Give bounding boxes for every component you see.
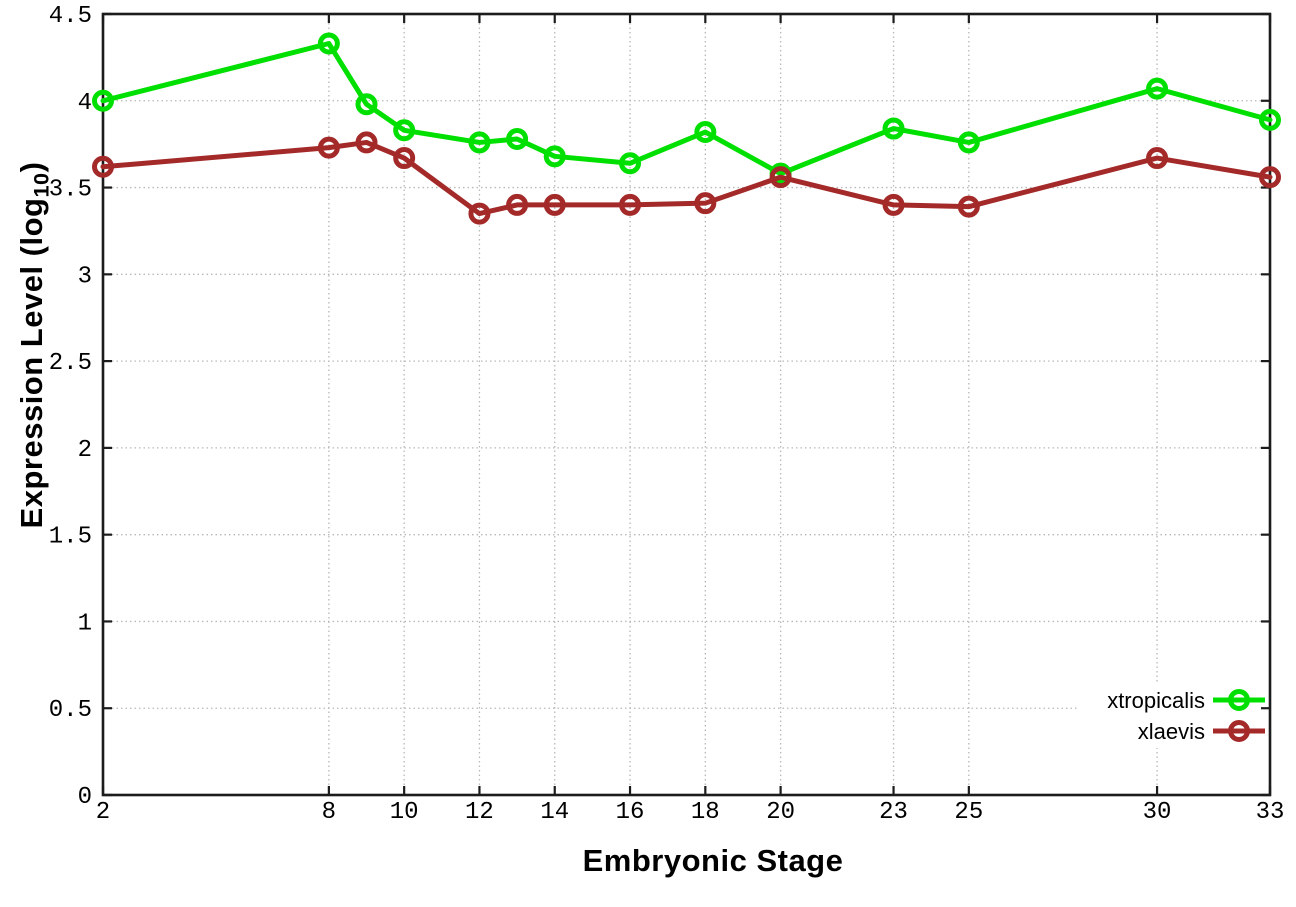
data-point-marker	[543, 193, 566, 216]
y-tick-labels: 0 0.5 1 1.5 2 2.5 3 3.5 4 4.5	[49, 3, 92, 811]
y-tick-label: 3	[78, 263, 92, 290]
data-point-marker	[882, 117, 905, 140]
data-point-marker	[506, 193, 529, 216]
x-tick-label: 23	[879, 799, 908, 826]
data-point-marker	[1259, 166, 1281, 189]
y-axis-title: Expression Level (log10)	[14, 162, 55, 529]
y-tick-label: 4	[78, 90, 92, 117]
x-tick-label: 33	[1256, 799, 1285, 826]
data-point-marker	[468, 202, 491, 225]
data-point-marker	[619, 193, 642, 216]
x-tick-label: 16	[616, 799, 645, 826]
data-point-marker	[92, 155, 114, 178]
y-tick-label: 4.5	[49, 3, 92, 30]
y-axis-title-text: Expression Level (log	[13, 197, 49, 529]
grid-lines	[103, 14, 1270, 795]
y-tick-label: 0.5	[49, 697, 92, 724]
data-point-marker	[355, 131, 378, 154]
x-tick-label: 18	[691, 799, 720, 826]
y-tick-label: 1	[78, 610, 92, 637]
data-point-marker	[694, 121, 717, 144]
x-tick-label: 8	[322, 799, 336, 826]
data-point-marker	[619, 152, 642, 175]
data-point-marker	[1146, 147, 1169, 170]
legend-marker-sample	[1228, 689, 1250, 711]
legend-marker-sample	[1228, 720, 1250, 742]
legend-label: xlaevis	[1138, 719, 1205, 744]
x-tick-labels: 2 8 10 12 14 16 18 20 23 25 30 33	[96, 799, 1285, 826]
x-tick-label: 25	[954, 799, 983, 826]
legend-label: xtropicalis	[1107, 688, 1205, 713]
data-point-marker	[393, 119, 416, 142]
y-tick-label: 0	[78, 784, 92, 811]
data-point-marker	[543, 145, 566, 168]
series-line-xlaevis	[100, 139, 1273, 217]
x-tick-label: 20	[766, 799, 795, 826]
data-point-marker	[1259, 108, 1281, 131]
series-xtropicalis	[92, 32, 1281, 185]
x-tick-label: 10	[390, 799, 419, 826]
x-tick-label: 2	[96, 799, 110, 826]
data-point-marker	[393, 147, 416, 170]
y-tick-label: 3.5	[49, 177, 92, 204]
data-point-marker	[882, 193, 905, 216]
y-tick-label: 2.5	[49, 350, 92, 377]
y-axis-title-close: )	[13, 161, 49, 173]
x-tick-label: 12	[465, 799, 494, 826]
x-tick-label: 30	[1143, 799, 1172, 826]
data-point-marker	[92, 89, 114, 112]
series-xlaevis	[92, 131, 1281, 225]
legend-entry-xlaevis: xlaevis	[1138, 719, 1265, 744]
data-point-marker	[957, 131, 980, 154]
data-point-marker	[468, 131, 491, 154]
data-point-marker	[694, 192, 717, 215]
data-point-marker	[506, 127, 529, 150]
legend-entry-xtropicalis: xtropicalis	[1107, 688, 1265, 713]
x-tick-label: 14	[540, 799, 569, 826]
data-point-marker	[317, 136, 340, 159]
y-tick-label: 2	[78, 437, 92, 464]
axis-ticks	[101, 12, 1272, 797]
y-axis-title-subscript: 10	[28, 172, 54, 198]
data-point-marker	[1146, 77, 1169, 100]
legend: xtropicalis xlaevis	[1107, 688, 1265, 744]
plot-border	[101, 12, 1272, 797]
data-point-marker	[769, 166, 792, 189]
data-point-marker	[317, 32, 340, 55]
data-point-marker	[355, 93, 378, 116]
y-tick-label: 1.5	[49, 524, 92, 551]
data-point-marker	[957, 195, 980, 218]
x-axis-title: Embryonic Stage	[582, 843, 844, 878]
